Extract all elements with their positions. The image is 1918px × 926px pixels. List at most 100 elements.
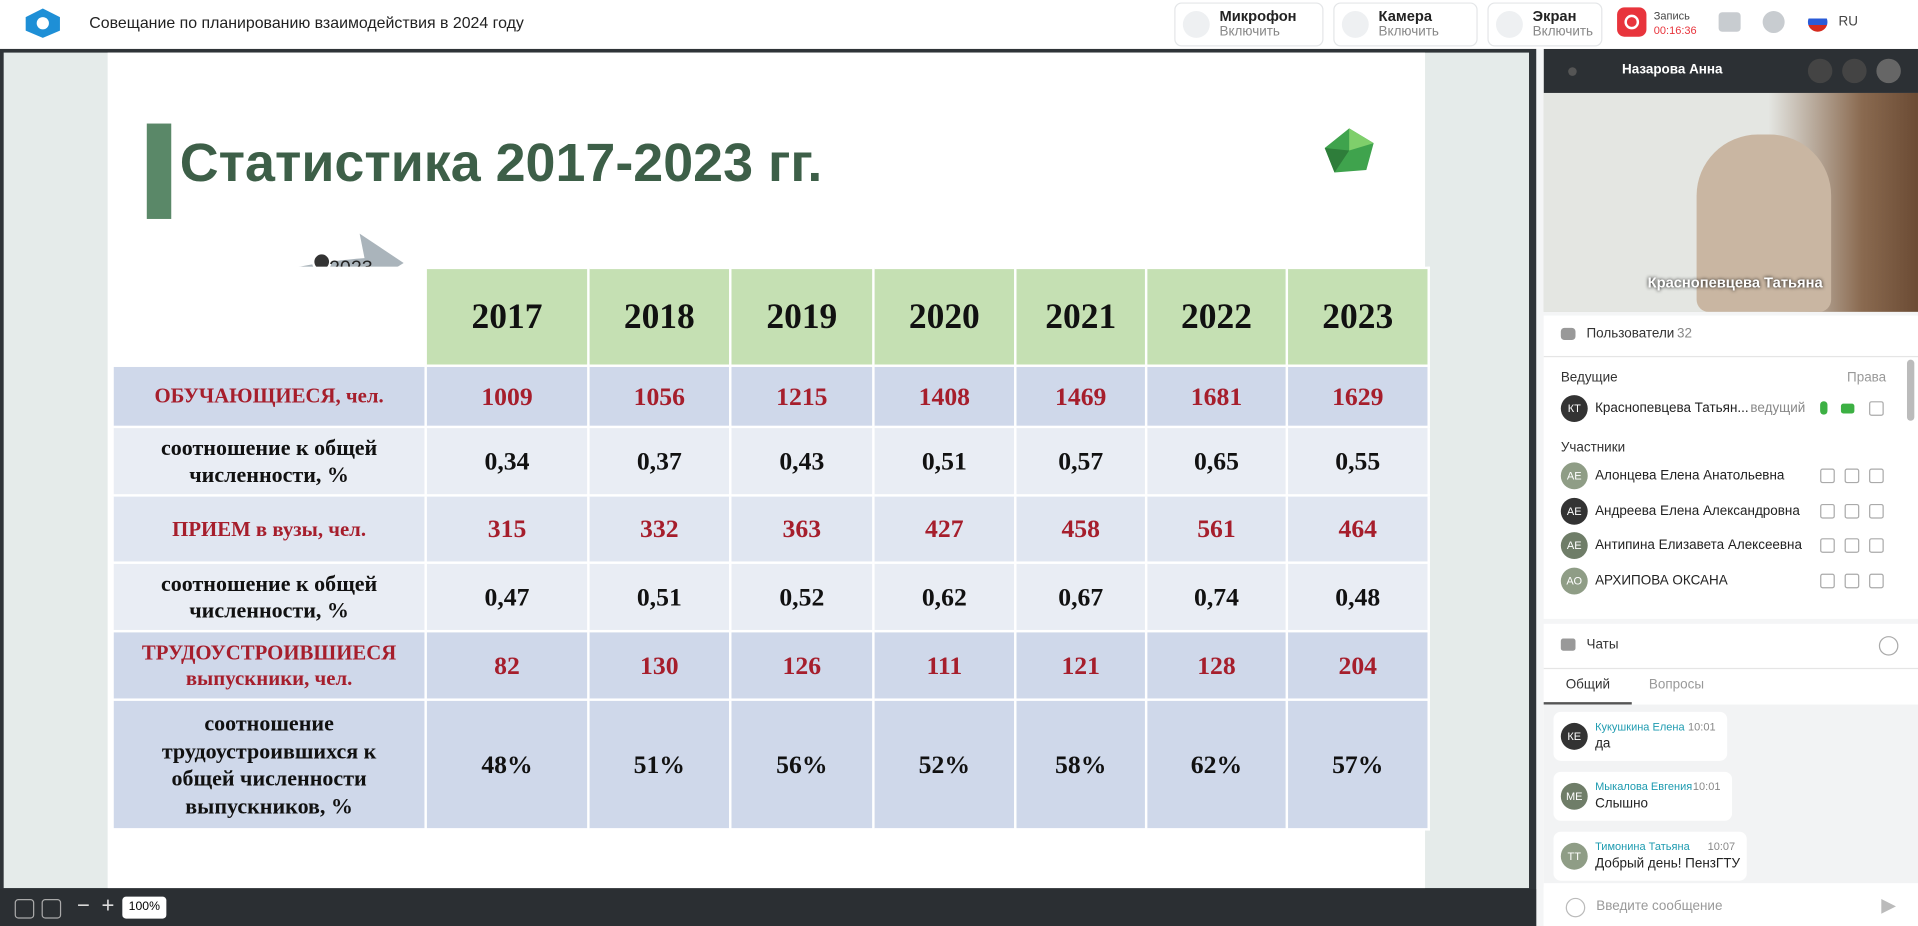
chat-panel: Чаты Общий Вопросы КЕ Кукушкина Елена 10:0…	[1543, 623, 1918, 926]
logo-gem	[1324, 128, 1374, 173]
row-label: соотношение к общей численности, %	[111, 425, 427, 497]
action: Включить	[1378, 24, 1439, 40]
status-dot	[1568, 67, 1577, 76]
status-icon	[1844, 468, 1860, 484]
viewer-name: Назарова Анна	[1621, 62, 1723, 78]
tab-indicator	[1543, 702, 1632, 705]
hosts-label: Ведущие	[1560, 370, 1618, 386]
cell-value: 0,48	[1285, 561, 1430, 633]
meeting-title: Совещание по планированию взаимодействия…	[89, 13, 524, 32]
side-panel: Назарова Анна Краснопевцева Татьяна Поль…	[1536, 48, 1918, 926]
settings[interactable]	[1876, 58, 1901, 84]
folder-icon[interactable]	[1718, 12, 1741, 32]
label: Экран	[1532, 7, 1577, 25]
status-icon	[1869, 538, 1884, 553]
screen-button[interactable]: Экран Включить	[1487, 2, 1603, 47]
cell-value: 111	[872, 629, 1017, 701]
cell-value: 52%	[872, 698, 1017, 831]
zoom-out[interactable]: −	[77, 892, 90, 918]
mic-off[interactable]	[1807, 58, 1833, 84]
cell-value: 315	[424, 494, 590, 564]
participant-name: АРХИПОВА ОКСАНА	[1595, 573, 1728, 588]
cell-value: 48%	[424, 698, 590, 831]
year-header: 2022	[1144, 266, 1289, 367]
record-icon[interactable]	[1617, 7, 1647, 37]
slide-title: Статистика 2017-2023 гг.	[179, 133, 823, 194]
bottom-toolbar: − + 100%	[0, 889, 1537, 926]
data-row: ПРИЕМ в вузы, чел. 315 332 363 427 458 561 464	[111, 494, 1430, 564]
row-label: ТРУДОУСТРОИВШИЕСЯ выпускники, чел.	[111, 629, 427, 701]
zoom-in[interactable]: +	[101, 892, 115, 918]
cell-value: 128	[1144, 629, 1289, 701]
year-header: 2017	[424, 266, 590, 367]
message-time: 10:01	[1692, 780, 1721, 793]
camera-button[interactable]: Камера Включить	[1333, 2, 1478, 47]
slide: Статистика 2017-2023 гг. 2017 2023 20172…	[107, 52, 1430, 889]
cell-value: 1215	[729, 364, 875, 429]
cell-value: 427	[872, 494, 1017, 564]
host-name[interactable]: Краснопевцева Татьян...	[1595, 401, 1749, 416]
status-icon	[1844, 573, 1860, 588]
cell-value: 0,47	[424, 561, 590, 633]
emoji-icon[interactable]	[1565, 897, 1586, 918]
status-icon	[1869, 468, 1884, 484]
info-icon[interactable]	[1762, 11, 1785, 34]
status-icon	[1820, 503, 1835, 519]
cell-value: 0,57	[1014, 425, 1148, 497]
mic-button[interactable]: Микрофон Включить	[1174, 2, 1324, 47]
row-label: соотношение трудоустроившихся к общей чи…	[111, 698, 427, 831]
stats-table: 2017 2018 2019 2020 2021 2022 2023 ОБУЧАЮЩИЕСЯ,…	[111, 266, 1430, 831]
chat-settings[interactable]	[1878, 636, 1899, 656]
fit-icon[interactable]	[14, 899, 35, 919]
data-row: соотношение к общей численности, % 0,34 0,…	[111, 425, 1430, 497]
cell-value: 561	[1144, 494, 1289, 564]
message-avatar: КЕ	[1560, 722, 1588, 750]
cell-value: 0,51	[587, 561, 732, 633]
data-row: ОБУЧАЮЩИЕСЯ, чел. 1009 1056 1215 1408 1469 168…	[111, 364, 1430, 429]
tab-general[interactable]: Общий	[1565, 677, 1610, 693]
divider	[1543, 667, 1918, 670]
logo	[25, 8, 60, 38]
row-label: соотношение к общей численности, %	[111, 561, 427, 633]
tab-questions[interactable]: Вопросы	[1648, 677, 1705, 693]
participant-avatar: АЕ	[1560, 497, 1588, 525]
send-button[interactable]	[1881, 899, 1896, 914]
users-count: 32	[1677, 326, 1693, 342]
scrollbar[interactable]	[1906, 359, 1915, 421]
cell-value: 0,51	[872, 425, 1017, 497]
zoom-level[interactable]: 100%	[122, 896, 167, 919]
message-author: Мыкалова Евгения	[1595, 780, 1693, 793]
screen-icon	[1869, 401, 1884, 416]
message-text: да	[1595, 736, 1611, 752]
chat-icon	[1560, 638, 1576, 651]
record-label: Запись	[1653, 9, 1690, 23]
action: Включить	[1532, 24, 1594, 40]
message-author: Кукушкина Елена	[1595, 720, 1685, 733]
status-icon	[1844, 538, 1860, 553]
cell-value: 1408	[872, 364, 1017, 429]
flag-icon[interactable]	[1807, 12, 1828, 32]
cell-value: 363	[729, 494, 875, 564]
label: Микрофон	[1219, 7, 1297, 25]
year-header: 2018	[587, 266, 732, 367]
users-icon	[1560, 327, 1576, 341]
language[interactable]: RU	[1838, 14, 1858, 30]
fullscreen-icon[interactable]	[41, 899, 62, 919]
participant-name: Алонцева Елена Анатольевна	[1595, 468, 1785, 484]
action: Включить	[1219, 24, 1280, 40]
message-avatar: МЕ	[1560, 782, 1588, 810]
input-placeholder: Введите сообщение	[1596, 899, 1723, 914]
year-header: 2019	[729, 266, 875, 367]
cell-value: 1629	[1285, 364, 1430, 429]
data-row: соотношение к общей численности, % 0,47 0,…	[111, 561, 1430, 633]
cam-off[interactable]	[1842, 58, 1867, 84]
cell-value: 0,62	[872, 561, 1017, 633]
data-row: ТРУДОУСТРОИВШИЕСЯ выпускники, чел. 82 130 1…	[111, 629, 1430, 701]
chat-input[interactable]: Введите сообщение	[1543, 886, 1918, 926]
cell-value: 126	[729, 629, 875, 701]
cell-value: 204	[1285, 629, 1430, 701]
cell-value: 82	[424, 629, 590, 701]
participant-name: Андреева Елена Александровна	[1595, 503, 1800, 519]
cell-value: 0,65	[1144, 425, 1289, 497]
